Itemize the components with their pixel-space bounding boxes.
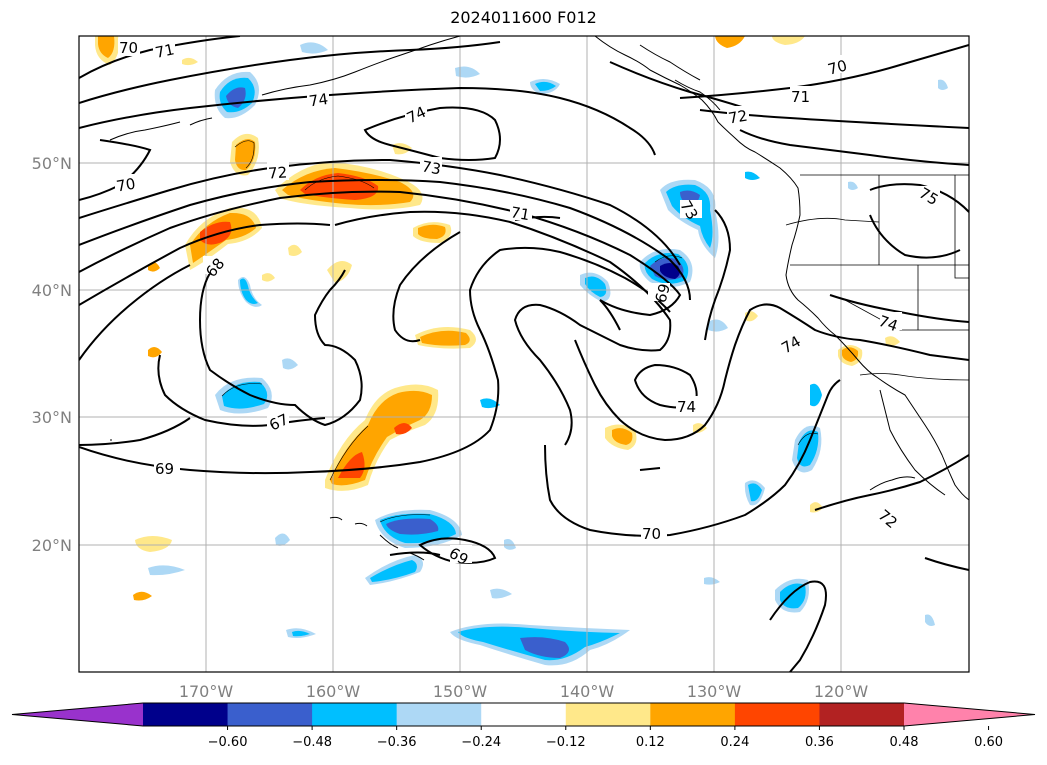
colorbar-tick-label: −0.48 [292,735,332,750]
contour-label: 71 [509,203,531,224]
colorbar-tick-label: 0.12 [636,735,665,750]
lon-label: 140°W [560,682,615,701]
contour-label: 70 [119,39,138,57]
latitude-labels: 50°N 40°N 30°N 20°N [32,154,72,555]
contour-label: 73 [420,157,442,178]
graticule [79,36,969,672]
contour-label: 74 [308,90,329,110]
contour-label: 70 [826,56,849,78]
colorbar-extend-high [904,703,1035,726]
map-frame [78,35,970,673]
shading-outlines [221,140,819,523]
contour-label: 71 [154,40,176,62]
colorbar-tick-label: 0.48 [890,735,919,750]
colorbar-swatch [481,703,567,726]
colorbar: −0.60 −0.48 −0.36 −0.24 −0.12 0.12 0.24 0.36 0.4… [11,702,1036,750]
colorbar-tick-label: 0.60 [974,735,1003,750]
lon-label: 160°W [306,682,361,701]
lat-label: 20°N [32,536,72,555]
map-title: 2024011600 F012 [450,8,597,27]
colorbar-swatch [734,703,820,726]
lat-label: 30°N [32,408,72,427]
contour-label: 74 [677,398,696,416]
height-contours [79,36,969,672]
colorbar-extend-low [12,703,143,726]
contour-label: 70 [115,175,137,196]
colorbar-swatch [312,703,398,726]
colorbar-swatch [565,703,651,726]
negative-anomaly-fields [148,42,948,666]
colorbar-tick-label: −0.24 [461,735,501,750]
contour-label: 74 [876,312,900,335]
map-content: 70 71 74 74 72 73 71 68 69 67 69 70 73 [79,36,969,672]
colorbar-tick-label: 0.36 [805,735,834,750]
coastlines [109,36,969,561]
lon-label: 150°W [433,682,488,701]
colorbar-tick-label: −0.60 [208,735,248,750]
lon-label: 120°W [814,682,869,701]
colorbar-swatch [819,703,905,726]
colorbar-tick-label: −0.36 [377,735,417,750]
map-background [79,36,969,672]
contour-label: 72 [267,163,287,182]
contour-label: 69 [652,282,674,305]
colorbar-tick-label: −0.12 [546,735,586,750]
longitude-labels: 170°W 160°W 150°W 140°W 130°W 120°W [179,682,869,701]
contour-labels: 70 71 74 74 72 73 71 68 69 67 69 70 73 [115,38,941,569]
lon-label: 130°W [687,682,742,701]
colorbar-swatch [143,703,229,726]
colorbar-swatch [396,703,482,726]
contour-label: 70 [642,525,661,543]
colorbar-swatch [227,703,313,726]
lon-label: 170°W [179,682,234,701]
contour-label: 72 [727,107,749,128]
contour-label: 69 [155,460,174,478]
contour-label: 71 [791,88,810,106]
lat-label: 40°N [32,281,72,300]
colorbar-tick-label: 0.24 [720,735,749,750]
lat-label: 50°N [32,154,72,173]
colorbar-swatch [650,703,736,726]
colorbar-outline [11,702,1036,727]
